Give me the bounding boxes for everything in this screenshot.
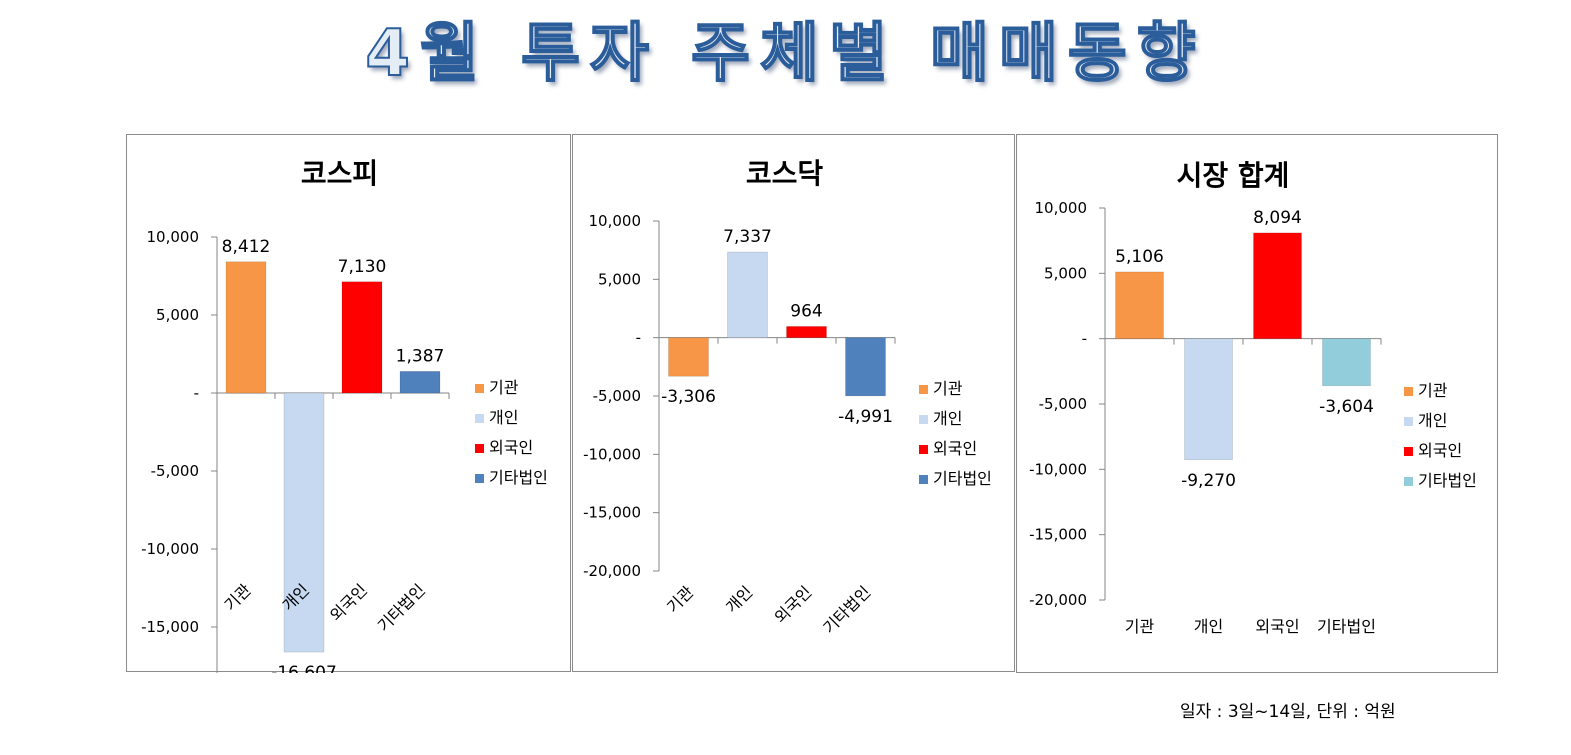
y-tick-label: -10,000	[583, 445, 641, 463]
legend-label: 기타법인	[933, 469, 992, 488]
data-label: -3,604	[1319, 397, 1374, 417]
x-tick-label: 외국인	[771, 582, 816, 627]
chart-title: 시장 합계	[1177, 159, 1290, 192]
y-tick-label: -15,000	[583, 504, 641, 522]
legend-label: 기타법인	[489, 468, 548, 487]
y-tick-label: -20,000	[1029, 591, 1087, 609]
legend-label: 개인	[933, 409, 962, 428]
data-label: -4,991	[838, 407, 893, 427]
y-tick-label: -	[636, 329, 641, 347]
data-label: 8,094	[1253, 208, 1302, 228]
x-tick-label: 기관	[1125, 617, 1155, 636]
y-tick-label: 10,000	[1035, 199, 1088, 217]
legend-label: 개인	[1418, 411, 1447, 430]
bar-개인	[283, 392, 325, 653]
page-title: 4월 투자 주체별 매매동향	[364, 16, 1206, 92]
kospi-chart-panel: 코스피10,0005,000--5,000-10,000-15,000-20,0…	[126, 134, 571, 673]
legend-label: 기관	[933, 379, 963, 398]
data-label: 8,412	[222, 237, 271, 257]
data-label: -9,270	[1181, 471, 1236, 491]
kosdaq-chart-panel: 코스닥 10,000 5,000 - -5,000 -10,000 -15,000 -20,0…	[572, 134, 1015, 672]
data-label: 7,130	[338, 257, 387, 277]
x-tick-label: 기타법인	[819, 582, 874, 637]
market-total-chart-panel: 시장 합계 10,000 5,000 - -5,000 -10,000 -15,000 -20…	[1016, 134, 1498, 673]
legend-swatch	[1404, 417, 1413, 426]
y-tick-label: -	[194, 384, 199, 402]
y-tick-label: -5,000	[593, 387, 641, 405]
bar-기관	[668, 337, 709, 377]
chart-title: 코스닥	[746, 157, 824, 190]
kospi-chart: 코스피10,0005,000--5,000-10,000-15,000-20,0…	[141, 157, 548, 673]
legend-swatch	[475, 384, 484, 393]
legend-swatch	[1404, 387, 1413, 396]
data-label: -16,607	[271, 663, 337, 673]
legend-label: 개인	[489, 408, 518, 427]
legend-label: 기관	[1418, 381, 1448, 400]
y-tick-label: -10,000	[141, 540, 199, 558]
legend-swatch	[1404, 477, 1413, 486]
legend-label: 기타법인	[1418, 471, 1477, 490]
footnote: 일자 : 3일~14일, 단위 : 억원	[1180, 702, 1396, 722]
data-label: 964	[790, 301, 822, 321]
bar-기관	[225, 261, 267, 394]
y-tick-label: -15,000	[141, 618, 199, 636]
x-tick-label: 기타법인	[374, 580, 429, 635]
y-tick-label: -20,000	[583, 562, 641, 580]
legend-swatch	[475, 474, 484, 483]
chart-title: 코스피	[301, 157, 378, 190]
bar-외국인	[341, 281, 383, 394]
legend-swatch	[1404, 447, 1413, 456]
bar-개인	[727, 251, 768, 338]
legend-label: 외국인	[1418, 441, 1462, 460]
x-tick-label: 외국인	[1255, 617, 1299, 636]
y-tick-label: -10,000	[1029, 460, 1087, 478]
legend-swatch	[919, 385, 928, 394]
legend-swatch	[919, 445, 928, 454]
data-label: -3,306	[661, 387, 716, 407]
bar-기관	[1115, 271, 1164, 339]
legend-label: 외국인	[489, 438, 533, 457]
y-tick-label: -15,000	[1029, 526, 1087, 544]
y-tick-label: -5,000	[1039, 395, 1087, 413]
data-label: 5,106	[1115, 247, 1164, 267]
y-tick-label: 10,000	[147, 228, 200, 246]
legend-label: 기관	[489, 378, 519, 397]
bar-외국인	[1253, 232, 1302, 339]
market-total-chart: 시장 합계 10,000 5,000 - -5,000 -10,000 -15,000 -20…	[1029, 159, 1477, 636]
y-tick-label: 5,000	[156, 306, 199, 324]
x-tick-label: 개인	[722, 582, 756, 616]
bar-기타법인	[399, 371, 441, 394]
data-label: 1,387	[396, 346, 445, 366]
y-tick-label: 10,000	[589, 212, 642, 230]
y-tick-label: -	[1082, 330, 1087, 348]
bar-외국인	[786, 326, 827, 338]
x-tick-label: 기타법인	[1317, 617, 1376, 636]
legend-swatch	[919, 415, 928, 424]
y-tick-label: -5,000	[151, 462, 199, 480]
x-tick-label: 외국인	[326, 580, 371, 625]
x-tick-label: 개인	[1194, 617, 1223, 636]
bar-개인	[1184, 338, 1233, 461]
bar-기타법인	[1322, 338, 1371, 387]
legend-swatch	[475, 444, 484, 453]
x-tick-label: 기관	[221, 580, 255, 614]
legend-label: 외국인	[933, 439, 977, 458]
data-label: 7,337	[723, 227, 772, 247]
y-tick-label: 5,000	[598, 270, 641, 288]
legend-swatch	[919, 475, 928, 484]
x-tick-label: 기관	[663, 582, 697, 616]
kosdaq-chart: 코스닥 10,000 5,000 - -5,000 -10,000 -15,000 -20,0…	[583, 157, 992, 637]
bar-기타법인	[845, 337, 886, 397]
legend-swatch	[475, 414, 484, 423]
y-tick-label: 5,000	[1044, 264, 1087, 282]
